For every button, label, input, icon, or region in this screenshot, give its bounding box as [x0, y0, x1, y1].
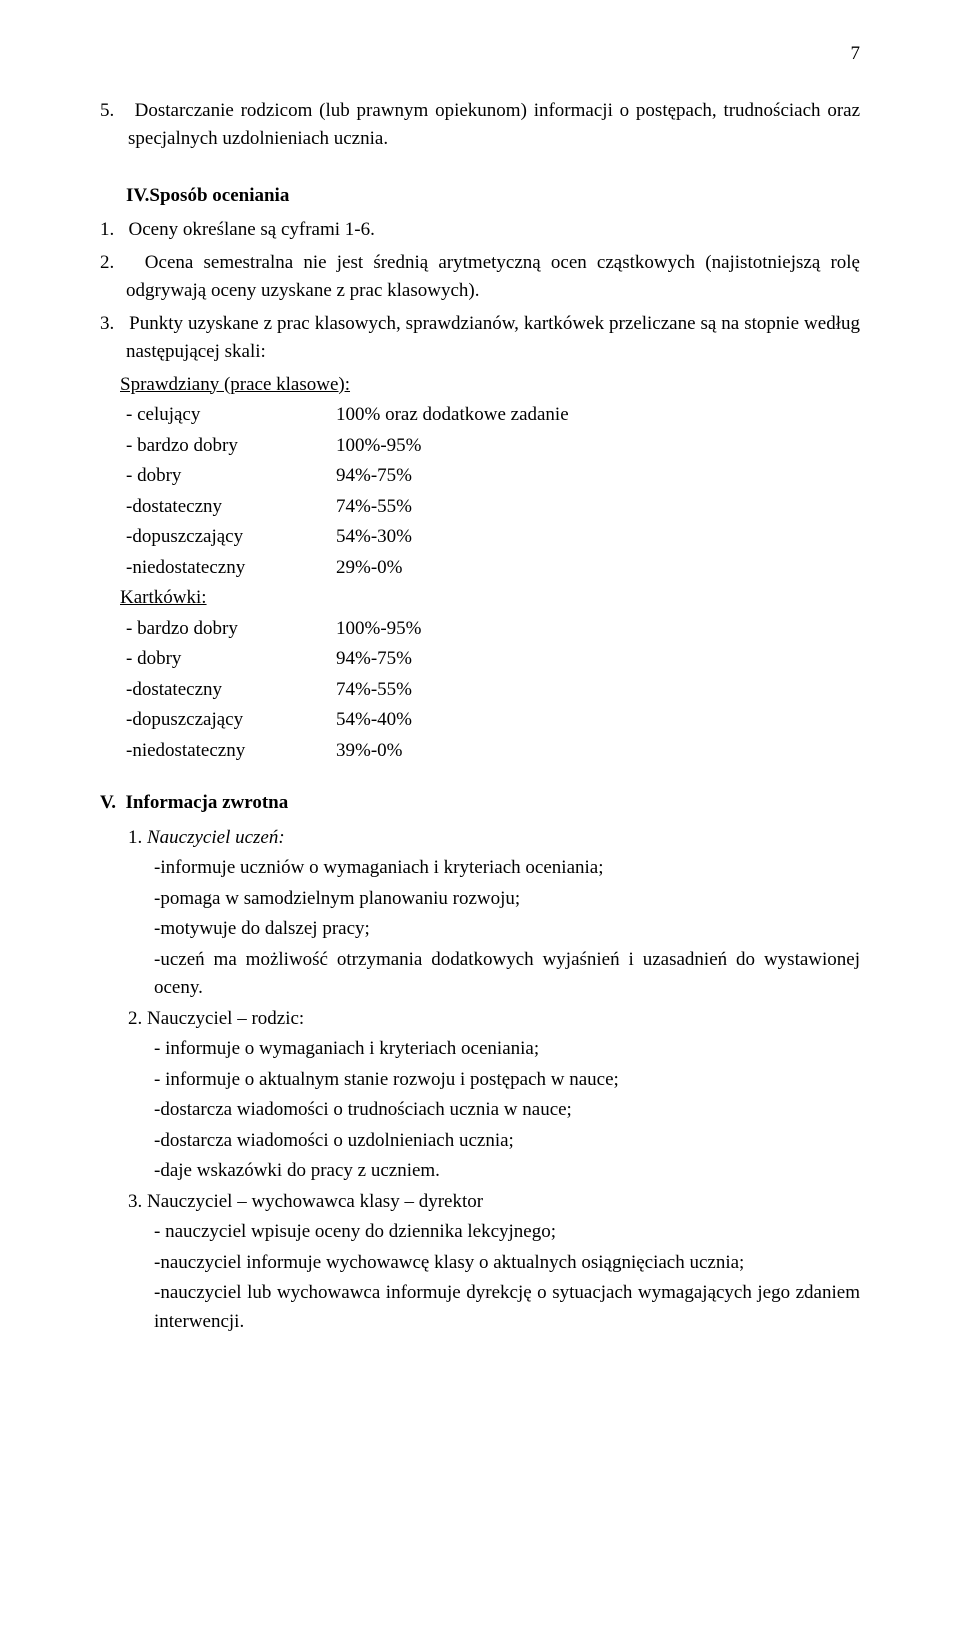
- scale-row: - dobry 94%-75%: [100, 462, 860, 491]
- v-sub2-label: Nauczyciel – rodzic:: [147, 1008, 304, 1029]
- scale-row: - dobry 94%-75%: [100, 645, 860, 674]
- dash-item: - informuje o aktualnym stanie rozwoju i…: [100, 1066, 860, 1095]
- item-5: 5. Dostarczanie rodzicom (lub prawnym op…: [100, 97, 860, 154]
- iv-p3-num: 3.: [100, 313, 114, 334]
- v-sub1-label: Nauczyciel uczeń:: [147, 827, 285, 848]
- item-5-text: Dostarczanie rodzicom (lub prawnym opiek…: [128, 100, 860, 150]
- dash-item: - informuje o wymaganiach i kryteriach o…: [100, 1035, 860, 1064]
- scale-label: - celujący: [126, 401, 336, 430]
- scale-label: -dopuszczający: [126, 706, 336, 735]
- dash-item: -nauczyciel informuje wychowawcę klasy o…: [100, 1249, 860, 1278]
- v-sub3: 3. Nauczyciel – wychowawca klasy – dyrek…: [100, 1188, 860, 1217]
- scale-row: -dopuszczający 54%-30%: [100, 523, 860, 552]
- iv-p3-text: Punkty uzyskane z prac klasowych, sprawd…: [126, 313, 860, 363]
- iv-p1-num: 1.: [100, 219, 114, 240]
- v-sub3-num: 3.: [128, 1191, 142, 1212]
- scale-label: -dostateczny: [126, 493, 336, 522]
- sprawdziany-label-text: Sprawdziany (prace klasowe):: [120, 374, 350, 395]
- v-sub1-num: 1.: [128, 827, 142, 848]
- scale-value: 74%-55%: [336, 676, 860, 705]
- sprawdziany-label: Sprawdziany (prace klasowe):: [100, 371, 860, 400]
- dash-item: -nauczyciel lub wychowawca informuje dyr…: [100, 1279, 860, 1336]
- scale-value: 74%-55%: [336, 493, 860, 522]
- scale-row: - bardzo dobry 100%-95%: [100, 432, 860, 461]
- scale-row: -dopuszczający 54%-40%: [100, 706, 860, 735]
- kartkowki-label-text: Kartkówki:: [120, 587, 207, 608]
- dash-item: -informuje uczniów o wymaganiach i kryte…: [100, 854, 860, 883]
- scale-value: 39%-0%: [336, 737, 860, 766]
- item-5-num: 5.: [100, 100, 114, 121]
- dash-item: -uczeń ma możliwość otrzymania dodatkowy…: [100, 946, 860, 1003]
- scale-value: 54%-40%: [336, 706, 860, 735]
- scale-row: -niedostateczny 29%-0%: [100, 554, 860, 583]
- v-sub2-num: 2.: [128, 1008, 142, 1029]
- scale-label: - bardzo dobry: [126, 615, 336, 644]
- scale-value: 94%-75%: [336, 462, 860, 491]
- v-sub1: 1. Nauczyciel uczeń:: [100, 824, 860, 853]
- scale-row: - bardzo dobry 100%-95%: [100, 615, 860, 644]
- iv-p2-text: Ocena semestralna nie jest średnią arytm…: [126, 252, 860, 302]
- iv-p2: 2. Ocena semestralna nie jest średnią ar…: [100, 249, 860, 306]
- iv-p2-num: 2.: [100, 252, 114, 273]
- dash-item: -dostarcza wiadomości o uzdolnieniach uc…: [100, 1127, 860, 1156]
- scale-value: 29%-0%: [336, 554, 860, 583]
- scale-label: - bardzo dobry: [126, 432, 336, 461]
- dash-item: - nauczyciel wpisuje oceny do dziennika …: [100, 1218, 860, 1247]
- iv-p1: 1. Oceny określane są cyframi 1-6.: [100, 216, 860, 245]
- scale-label: - dobry: [126, 462, 336, 491]
- scale-value: 94%-75%: [336, 645, 860, 674]
- section-iv-title: IV.Sposób oceniania: [126, 182, 860, 211]
- dash-item: -dostarcza wiadomości o trudnościach ucz…: [100, 1096, 860, 1125]
- section-v-prefix: V.: [100, 792, 116, 813]
- scale-label: -dostateczny: [126, 676, 336, 705]
- scale-label: -niedostateczny: [126, 737, 336, 766]
- dash-item: -motywuje do dalszej pracy;: [100, 915, 860, 944]
- section-v-text: Informacja zwrotna: [126, 792, 289, 813]
- section-v-title: V. Informacja zwrotna: [100, 789, 860, 818]
- scale-value: 100%-95%: [336, 432, 860, 461]
- v-sub2: 2. Nauczyciel – rodzic:: [100, 1005, 860, 1034]
- scale-row: -dostateczny 74%-55%: [100, 676, 860, 705]
- scale-label: - dobry: [126, 645, 336, 674]
- v-sub3-label: Nauczyciel – wychowawca klasy – dyrektor: [147, 1191, 483, 1212]
- page-number: 7: [100, 40, 860, 69]
- scale-label: -niedostateczny: [126, 554, 336, 583]
- iv-p1-text: Oceny określane są cyframi 1-6.: [129, 219, 375, 240]
- scale-row: -dostateczny 74%-55%: [100, 493, 860, 522]
- scale-value: 100% oraz dodatkowe zadanie: [336, 401, 860, 430]
- section-v: V. Informacja zwrotna 1. Nauczyciel ucze…: [100, 789, 860, 1336]
- kartkowki-label: Kartkówki:: [100, 584, 860, 613]
- scale-value: 100%-95%: [336, 615, 860, 644]
- iv-p3: 3. Punkty uzyskane z prac klasowych, spr…: [100, 310, 860, 367]
- scale-label: -dopuszczający: [126, 523, 336, 552]
- scale-row: -niedostateczny 39%-0%: [100, 737, 860, 766]
- dash-item: -pomaga w samodzielnym planowaniu rozwoj…: [100, 885, 860, 914]
- scale-row: - celujący 100% oraz dodatkowe zadanie: [100, 401, 860, 430]
- dash-item: -daje wskazówki do pracy z uczniem.: [100, 1157, 860, 1186]
- scale-value: 54%-30%: [336, 523, 860, 552]
